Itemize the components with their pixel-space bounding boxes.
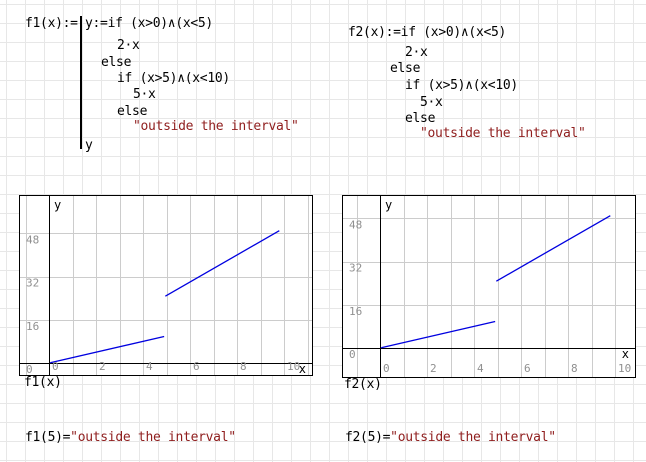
- x-tick-label: 8: [571, 362, 578, 375]
- f2-plot-region[interactable]: 0 2 4 6 8 10 16 32 48 0 x y: [342, 195, 636, 378]
- f1-definition-region[interactable]: f1(x):= y:=if (x>0)∧(x<5) 2·x else if (x…: [25, 15, 305, 157]
- y-tick-label: 16: [26, 320, 39, 333]
- x-tick-label: 2: [430, 362, 437, 375]
- x-axis-label: x: [299, 362, 306, 375]
- y-tick-label: 16: [349, 305, 362, 318]
- y-axis-label: y: [54, 198, 61, 212]
- f1-eval-lhs: f1(5)=: [25, 430, 71, 445]
- f1-line-then2: 5·x: [133, 87, 156, 102]
- x-axis-label: x: [622, 347, 629, 361]
- f2-eval-value: "outside the interval": [390, 430, 556, 445]
- x-tick-label: 8: [240, 360, 247, 373]
- f1-program-bracket: [80, 16, 82, 149]
- plot-canvas: 0 2 4 6 8 10 16 32 48 0 x y: [343, 196, 635, 377]
- f2-line-then1: 2·x: [405, 45, 428, 60]
- f2-line-if2: if (x>5)∧(x<10): [405, 78, 518, 93]
- x-tick-label: 6: [524, 362, 531, 375]
- f2-line-else2: else: [405, 111, 436, 126]
- f1-line-return-y: y: [85, 138, 93, 153]
- y-tick-label: 32: [26, 277, 39, 290]
- curve-segment: [496, 215, 611, 282]
- x-tick-label: 6: [193, 360, 200, 373]
- f1-evaluation-region[interactable]: f1(5)="outside the interval": [25, 430, 236, 445]
- origin-tick-label: 0: [26, 363, 33, 375]
- f2-definition-region[interactable]: f2(x):=if (x>0)∧(x<5) 2·x else if (x>5)∧…: [348, 24, 598, 144]
- plot-canvas: 0 2 4 6 8 10 16 32 48 0 x y: [20, 196, 312, 375]
- f1-eval-value: "outside the interval": [70, 430, 236, 445]
- f2-eval-lhs: f2(5)=: [345, 430, 391, 445]
- x-tick-label: 4: [146, 360, 153, 373]
- f1-line-else2: else: [117, 104, 148, 119]
- f1-plot-region[interactable]: 0 2 4 6 8 10 16 32 48 0 x y: [19, 195, 313, 376]
- f2-evaluation-region[interactable]: f2(5)="outside the interval": [345, 430, 556, 445]
- f1-line-if2: if (x>5)∧(x<10): [117, 71, 230, 86]
- origin-tick-label: 0: [349, 348, 356, 361]
- x-tick-label: 10: [287, 360, 300, 373]
- y-axis-label: y: [385, 198, 392, 212]
- y-tick-label: 48: [349, 218, 362, 231]
- curve-segment: [381, 320, 496, 349]
- curve-segment: [165, 230, 280, 297]
- f2-line-then2: 5·x: [420, 95, 443, 110]
- x-tick-label: 10: [618, 362, 631, 375]
- x-tick-label: 2: [99, 360, 106, 373]
- f1-line-string: "outside the interval": [133, 119, 299, 134]
- f1-function-label: f1(x):=: [25, 16, 78, 31]
- f2-line-string: "outside the interval": [420, 126, 586, 141]
- f1-line-then1: 2·x: [117, 38, 140, 53]
- x-tick-label: 4: [477, 362, 484, 375]
- curve-segment: [50, 335, 165, 364]
- y-tick-label: 48: [26, 233, 39, 246]
- f2-plot-caption: f2(x): [344, 377, 382, 392]
- y-tick-label: 32: [349, 262, 362, 275]
- f1-plot-caption: f1(x): [24, 375, 62, 390]
- f1-line-else1: else: [101, 55, 132, 70]
- x-tick-label: 0: [52, 360, 59, 373]
- f1-line-if: y:=if (x>0)∧(x<5): [85, 16, 213, 31]
- f2-line-if: f2(x):=if (x>0)∧(x<5): [348, 25, 507, 40]
- f2-line-else1: else: [390, 61, 421, 76]
- x-tick-label: 0: [383, 362, 390, 375]
